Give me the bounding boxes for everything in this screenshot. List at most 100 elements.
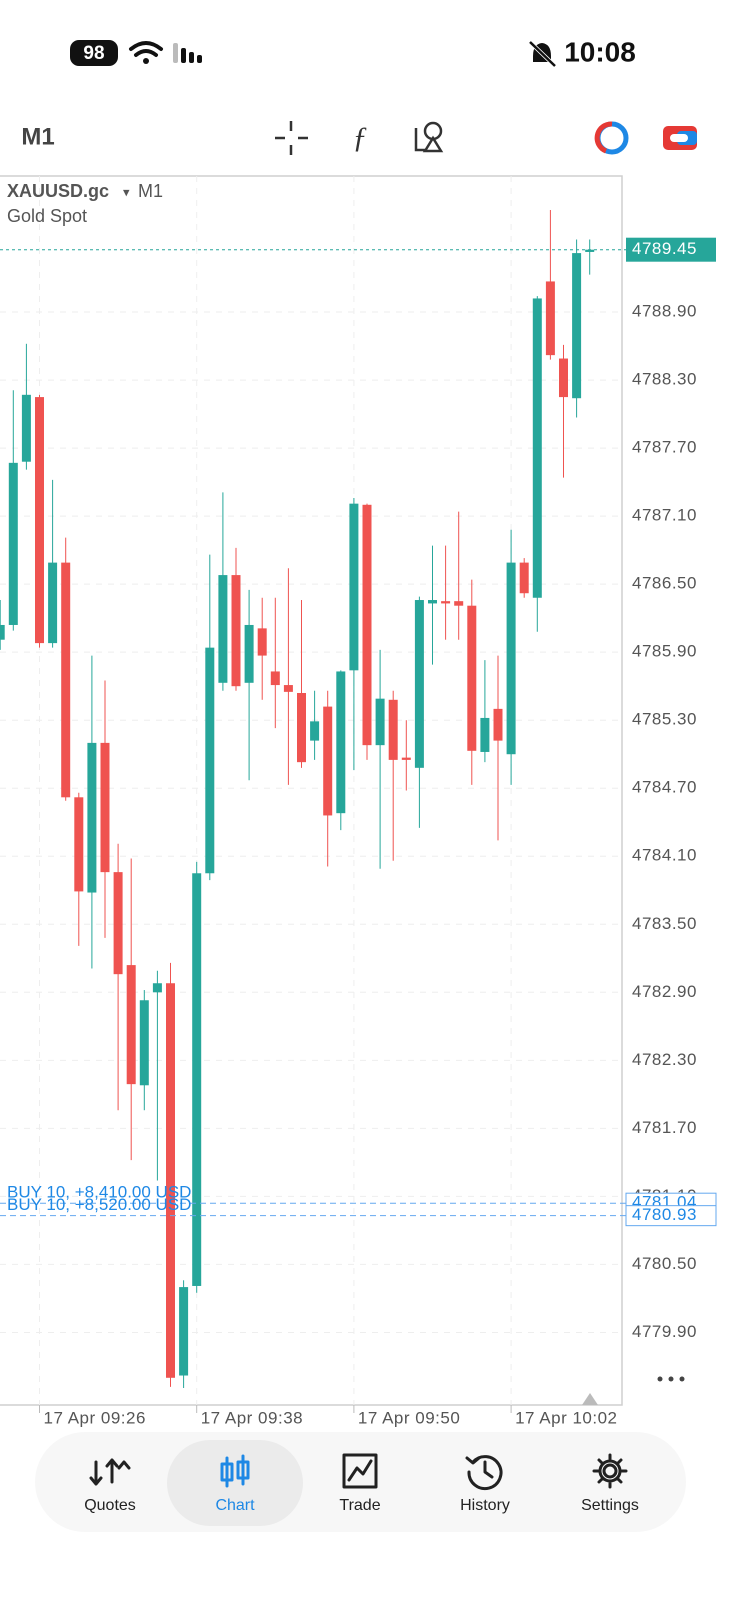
nav-label[interactable]: Settings bbox=[581, 1497, 639, 1514]
battery-icon bbox=[70, 40, 118, 66]
order-label: BUY 10, +8,520.00 USD bbox=[7, 1195, 191, 1214]
nav-label[interactable]: Chart bbox=[215, 1497, 255, 1514]
y-tick-label: 4788.30 bbox=[632, 370, 697, 389]
y-tick-label: 4787.10 bbox=[632, 506, 697, 525]
candle-body bbox=[126, 965, 136, 1085]
x-tick-label: 17 Apr 09:50 bbox=[358, 1408, 460, 1427]
nav-active-bg bbox=[167, 1440, 303, 1526]
candle-body bbox=[35, 397, 44, 644]
mute-icon bbox=[528, 40, 557, 68]
wifi-icon bbox=[129, 41, 163, 57]
candle-body bbox=[336, 671, 346, 814]
candle-body bbox=[0, 624, 5, 640]
y-tick-label: 4786.50 bbox=[632, 574, 697, 593]
battery-level: 98 bbox=[83, 43, 104, 64]
plot: 4788.90 4788.30 4787.70 4787.10 4786.50 4785.… bbox=[0, 176, 717, 1427]
oneclick-button[interactable] bbox=[594, 121, 629, 155]
candle-body bbox=[152, 983, 162, 993]
more-button[interactable] bbox=[657, 1376, 685, 1382]
scroll-marker bbox=[582, 1393, 598, 1405]
symbol-menu[interactable]: ▾ bbox=[123, 184, 130, 199]
x-tick-label: 17 Apr 09:38 bbox=[201, 1408, 303, 1427]
candle-body bbox=[388, 699, 398, 760]
y-tick-label: 4788.90 bbox=[632, 302, 697, 321]
y-tick-label: 4787.70 bbox=[632, 438, 697, 457]
y-tick-label: 4784.70 bbox=[632, 778, 697, 797]
y-tick-label: 4785.90 bbox=[632, 642, 697, 661]
nav-icon[interactable] bbox=[220, 1454, 250, 1488]
symbol-description: Gold Spot bbox=[7, 206, 87, 226]
nav-label[interactable]: Trade bbox=[339, 1497, 380, 1514]
symbol[interactable]: XAUUSD.gc bbox=[7, 181, 109, 201]
candle-body bbox=[139, 1000, 149, 1086]
nav-label[interactable]: Quotes bbox=[84, 1497, 136, 1514]
candle-body bbox=[192, 873, 202, 1286]
y-tick-label: 4781.70 bbox=[632, 1118, 697, 1137]
nav-icon[interactable] bbox=[592, 1453, 628, 1489]
y-tick-label: 4783.50 bbox=[632, 914, 697, 933]
candle-body bbox=[100, 742, 110, 873]
nav-icon[interactable] bbox=[342, 1453, 378, 1489]
candle-body bbox=[297, 692, 306, 763]
y-tick-label: 4782.30 bbox=[632, 1050, 697, 1069]
current-price: 4789.45 bbox=[632, 239, 697, 258]
nav-icon[interactable] bbox=[89, 1458, 131, 1486]
candle-body bbox=[205, 647, 215, 874]
crosshair-button[interactable] bbox=[275, 121, 308, 155]
candle-body bbox=[428, 600, 437, 604]
candle-body bbox=[559, 358, 568, 398]
candle-body bbox=[375, 698, 385, 746]
objects-button[interactable] bbox=[414, 121, 444, 153]
x-tick-label: 17 Apr 09:26 bbox=[44, 1408, 146, 1427]
order-price: 4780.93 bbox=[632, 1205, 697, 1224]
candle-body bbox=[218, 575, 228, 683]
candle-body bbox=[179, 1287, 189, 1376]
y-tick-label: 4779.90 bbox=[632, 1322, 697, 1341]
account-button[interactable] bbox=[663, 126, 697, 150]
candle-body bbox=[467, 605, 477, 751]
candle-body bbox=[585, 249, 595, 252]
y-tick-label: 4785.30 bbox=[632, 710, 697, 729]
candle-body bbox=[480, 717, 490, 752]
nav-icon[interactable] bbox=[465, 1455, 503, 1491]
candle-body bbox=[532, 298, 542, 598]
candle-body bbox=[244, 624, 254, 683]
nav: Quotes Chart Trade History Settings bbox=[84, 1440, 639, 1526]
candle-body bbox=[166, 983, 175, 1378]
y-tick-label: 4782.90 bbox=[632, 982, 697, 1001]
chart-frame bbox=[0, 175, 623, 1406]
candle-body bbox=[257, 628, 267, 656]
signal-icon bbox=[173, 43, 202, 63]
clock: 10:08 bbox=[564, 36, 636, 67]
candle-body bbox=[283, 685, 293, 692]
candle-body bbox=[362, 504, 372, 746]
candle-body bbox=[231, 575, 241, 687]
candle-body bbox=[454, 601, 464, 606]
candle-body bbox=[414, 600, 424, 768]
x-tick-label: 17 Apr 10:02 bbox=[515, 1408, 617, 1427]
current-price-box bbox=[626, 237, 716, 262]
candle-body bbox=[48, 562, 58, 644]
timeframe-button[interactable]: M1 bbox=[21, 123, 54, 150]
candle-body bbox=[519, 562, 529, 594]
candle-body bbox=[8, 462, 18, 625]
candle-body bbox=[545, 281, 555, 356]
candle-body bbox=[74, 797, 84, 892]
indicators-button[interactable]: ƒ bbox=[353, 121, 368, 154]
symbol-timeframe: M1 bbox=[138, 181, 163, 201]
order-price-box bbox=[625, 1205, 717, 1227]
candle-body bbox=[441, 601, 451, 604]
nav-bar bbox=[35, 1432, 686, 1532]
y-tick-label: 4780.50 bbox=[632, 1254, 697, 1273]
nav-label[interactable]: History bbox=[460, 1497, 510, 1514]
y-tick-label: 4784.10 bbox=[632, 846, 697, 865]
candle-body bbox=[323, 706, 333, 816]
candle-body bbox=[310, 721, 320, 741]
candle-body bbox=[493, 708, 503, 741]
candle-body bbox=[506, 562, 516, 755]
candle-body bbox=[270, 671, 280, 686]
candle-body bbox=[21, 394, 31, 462]
candle-body bbox=[61, 562, 71, 798]
wifi-dot bbox=[143, 58, 149, 64]
